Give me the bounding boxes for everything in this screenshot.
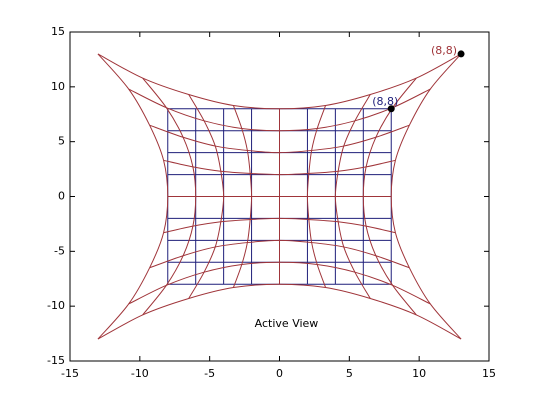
warped-column [232,105,253,288]
warped-column [306,105,327,288]
point-label: (8,8) [431,44,457,57]
x-tick-label: -10 [131,367,149,380]
y-tick-label: 5 [58,135,65,148]
x-tick-label: -15 [61,367,79,380]
warped-column [390,53,462,340]
warped-column [362,77,417,316]
x-tick-label: -5 [204,367,215,380]
y-tick-label: 15 [51,25,65,38]
y-tick-label: 10 [51,80,65,93]
y-tick-label: -10 [47,299,65,312]
warped-column [188,94,225,299]
x-tick-label: 0 [276,367,283,380]
point-label: (8,8) [372,95,398,108]
x-tick-label: 10 [412,367,426,380]
x-tick-label: 15 [482,367,496,380]
point-marker [387,105,395,113]
y-tick-label: -15 [47,354,65,367]
annotation: Active View [255,317,319,330]
warped-column [97,53,169,340]
y-tick-label: -5 [54,244,65,257]
point-marker [457,50,465,58]
warped-column [142,77,197,316]
x-tick-label: 5 [346,367,353,380]
y-tick-label: 0 [58,190,65,203]
warped-column [334,94,371,299]
